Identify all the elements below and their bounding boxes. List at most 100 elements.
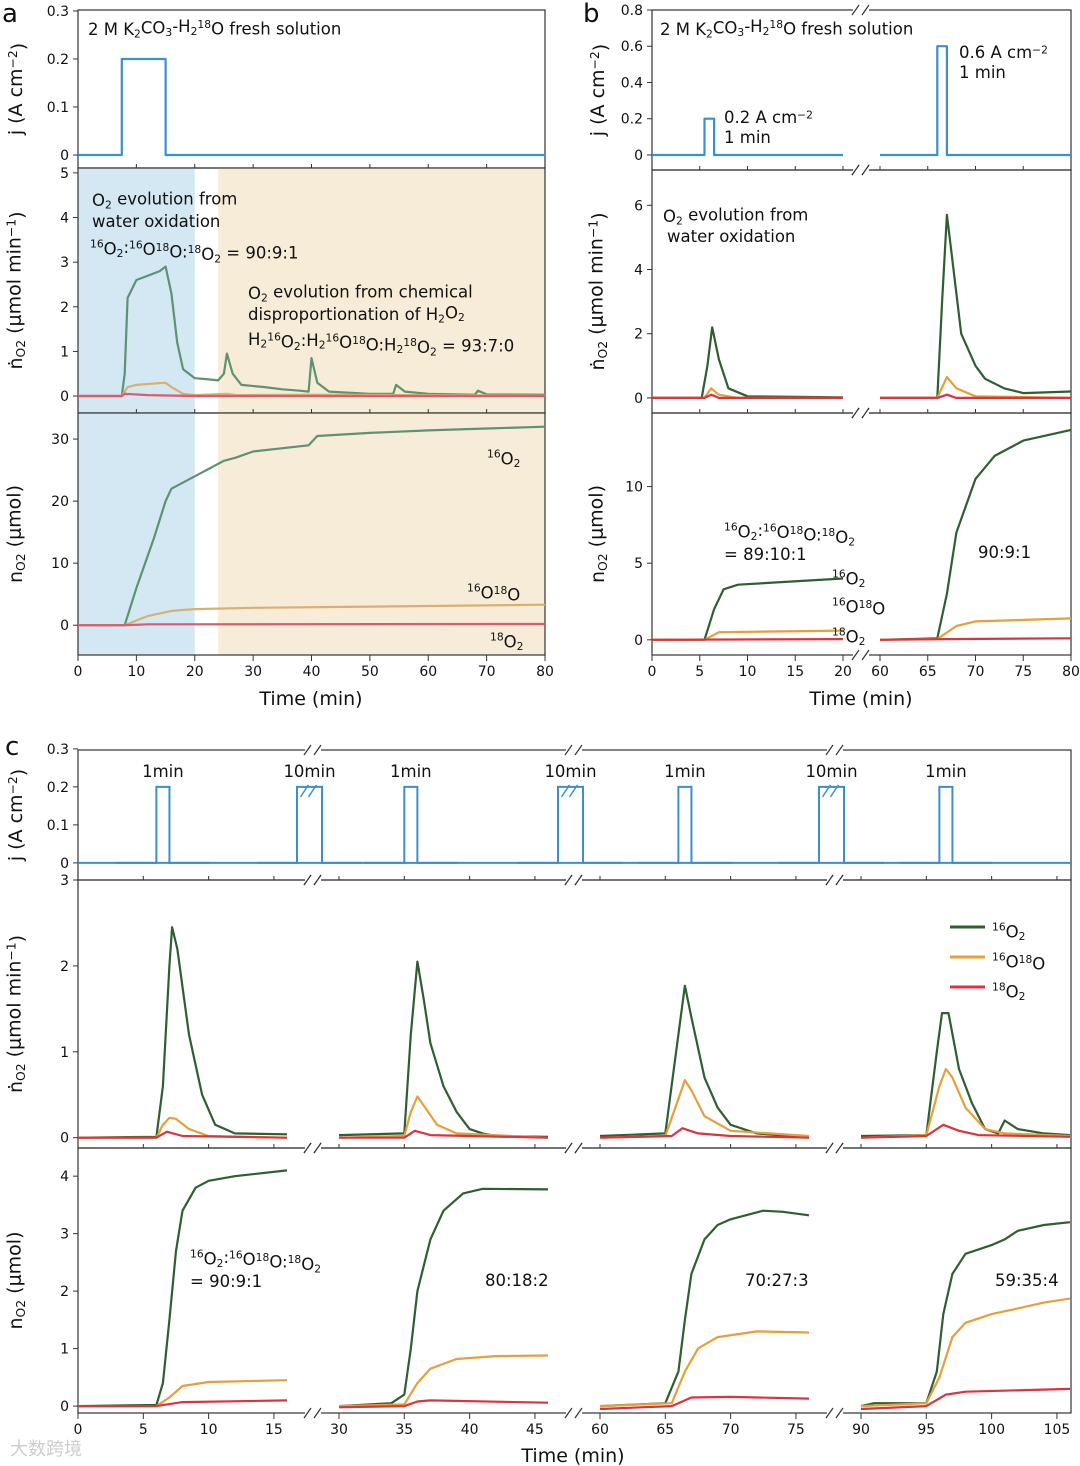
y-tick-label: 2 [60, 300, 69, 316]
axis-break [827, 877, 843, 883]
series-label: 18O2 [490, 631, 523, 653]
current-pulse [116, 785, 210, 864]
series-line-16O2 [860, 1012, 1071, 1138]
y-tick-label: 0.6 [621, 39, 643, 55]
y-tick-label: 3 [60, 873, 69, 889]
x-tick-label: 40 [303, 664, 321, 680]
y-tick-label: 1 [60, 344, 69, 360]
rate-annotation: O2 evolution from [92, 190, 237, 212]
subplot-a-cum: 0 10 20 30 0 10 20 30 40 50 60 70 80 nO2 (μmol) [3, 412, 554, 680]
subplot-a-rate: 0 1 2 3 4 5 ṅO2 (μmol min−1) [3, 166, 546, 414]
y-tick-label: 0 [60, 1399, 69, 1415]
break-mark-icon [299, 784, 318, 798]
series-line-18O2 [78, 1130, 288, 1139]
rate-annotation: H216O2:H216O18O:H218O2 = 93:7:0 [248, 330, 514, 358]
x-tick-label: 65 [656, 1422, 674, 1438]
series-line-16O2 [599, 984, 810, 1139]
series-line-16O2 [78, 265, 546, 398]
current-pulse [518, 785, 623, 864]
axis-break-icon [825, 744, 844, 756]
y-tick-label: 2 [60, 959, 69, 975]
x-tick-label: 30 [244, 664, 262, 680]
axis-break-icon [303, 744, 322, 756]
x-tick-label: 45 [526, 1422, 544, 1438]
pulse-label: 1min [390, 762, 432, 781]
y-axis-label: j (A cm−2) [5, 769, 30, 862]
axis-break-icon [303, 874, 322, 886]
y-tick-label: 0.4 [621, 75, 643, 91]
x-tick-label: 105 [1044, 1422, 1071, 1438]
axis-break [305, 877, 321, 883]
axis-break [827, 1145, 843, 1151]
y-tick-label: 3 [60, 255, 69, 271]
x-tick-label: 0 [648, 664, 657, 680]
shaded-region [78, 168, 195, 413]
rate-annotation: water oxidation [92, 212, 220, 231]
current-pulse [257, 785, 362, 864]
axis-break-icon [851, 407, 870, 419]
ratio-annotation: 70:27:3 [745, 1271, 809, 1290]
y-axis-label: j (A cm−2) [5, 43, 30, 136]
x-tick-label: 70 [478, 664, 496, 680]
y-tick-label: 5 [634, 556, 643, 572]
rate-annotation: O2 evolution from [663, 206, 808, 228]
series-line-16O18O [880, 375, 1072, 399]
series-line-16O2 [77, 926, 288, 1139]
current-pulse [364, 785, 458, 864]
x-tick-label: 0 [74, 664, 83, 680]
series-line-16O18O [78, 603, 546, 627]
axis-break [827, 1410, 843, 1416]
panel-letter: a [2, 0, 18, 29]
series-line-18O2 [338, 1399, 549, 1409]
x-tick-label: 60 [871, 664, 889, 680]
shaded-region [218, 413, 545, 655]
ratio-annotation: 90:9:1 [978, 543, 1031, 562]
x-tick-label: 80 [536, 664, 554, 680]
y-tick-label: 1 [60, 1342, 69, 1358]
y-axis-label: ṅO2 (μmol min−1) [3, 211, 28, 369]
current-pulse [638, 785, 732, 864]
y-tick-label: 4 [60, 1169, 69, 1185]
ratio-annotation: = 89:10:1 [724, 545, 807, 564]
series-line-18O2 [651, 638, 844, 641]
y-tick-label: 0.3 [47, 742, 69, 758]
x-tick-label: 50 [361, 664, 379, 680]
axis-break [566, 1410, 582, 1416]
y-tick-label: 30 [51, 432, 69, 448]
subplot-c-j: 0 0.1 0.2 0.3 j (A cm−2) 1min 10min 1min 10min 1m… [5, 742, 1072, 881]
ratio-annotation: 16O2:16O18O:18O2 [190, 1248, 321, 1276]
axis-break [853, 652, 869, 658]
y-tick-label: 5 [60, 166, 69, 182]
x-tick-label: 65 [919, 664, 937, 680]
axis-break-icon [851, 649, 870, 661]
series-line-18O2 [880, 393, 1071, 399]
x-tick-label: 70 [967, 664, 985, 680]
x-tick-label: 20 [186, 664, 204, 680]
y-tick-label: 20 [51, 494, 69, 510]
series-line-16O2 [78, 425, 546, 627]
y-tick-label: 0 [60, 618, 69, 634]
series-label: 16O2 [832, 568, 865, 590]
pulse-label: 1min [142, 762, 184, 781]
axis-break [305, 747, 321, 753]
x-tick-label: 20 [834, 664, 852, 680]
series-line-16O2 [860, 1221, 1071, 1408]
axis-break-icon [303, 1407, 322, 1419]
y-axis-label: ṅO2 (μmol min−1) [3, 935, 28, 1093]
pulse-annotation: 1 min [959, 63, 1006, 82]
x-tick-label: 75 [787, 1422, 805, 1438]
y-tick-label: 6 [634, 198, 643, 214]
y-tick-label: 10 [625, 480, 643, 496]
pulse-annotation: 0.2 A cm−2 [724, 108, 813, 127]
series-line-16O2 [599, 1209, 810, 1408]
series-line-18O2 [599, 1395, 810, 1411]
series-line-18O2 [78, 1399, 288, 1408]
series-line-18O2 [860, 1123, 1071, 1139]
axis-break-icon [303, 1142, 322, 1154]
panel-title: 2 M K2CO3-H218O fresh solution [88, 17, 341, 41]
series-line-16O18O [338, 1354, 549, 1408]
series-line-18O2 [599, 1127, 810, 1139]
ratio-annotation: 16O2:16O18O:18O2 [724, 521, 855, 549]
y-tick-label: 2 [634, 327, 643, 343]
